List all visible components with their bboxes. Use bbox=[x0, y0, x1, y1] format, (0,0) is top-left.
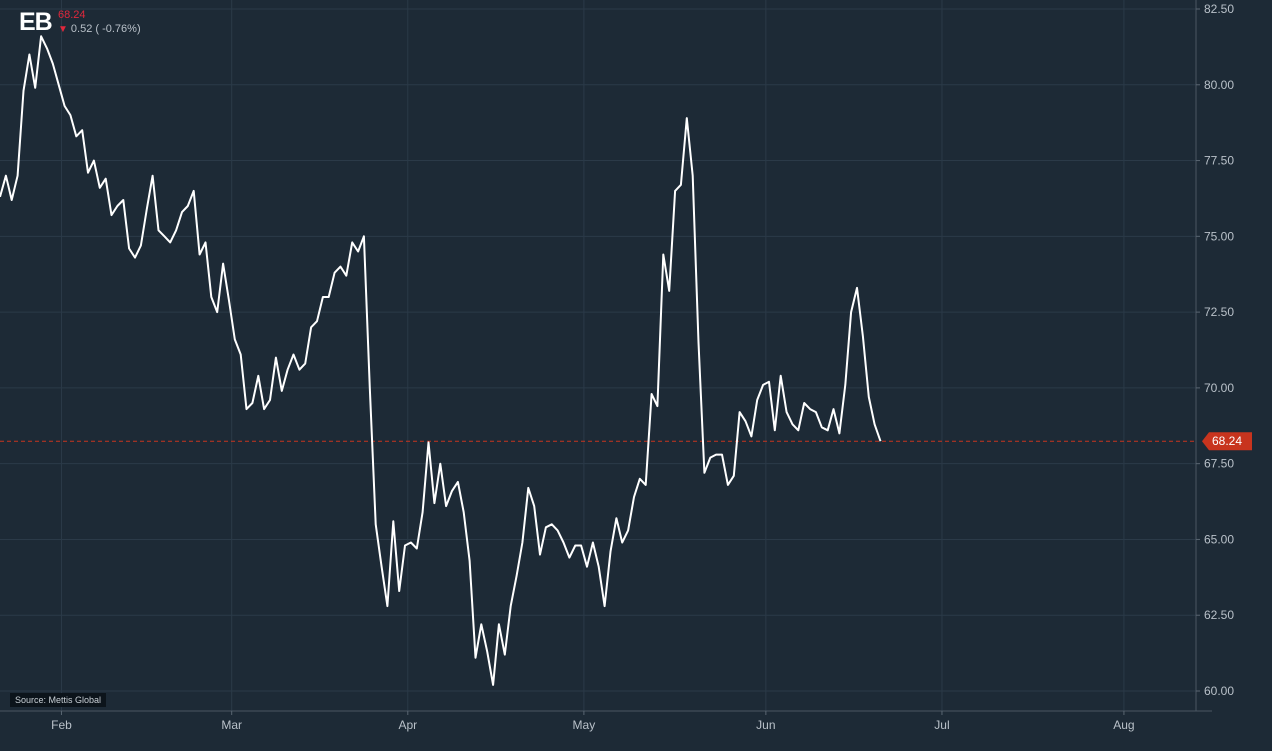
price-change: ▼ 0.52 ( -0.76%) bbox=[58, 23, 141, 35]
y-tick-label: 65.00 bbox=[1204, 532, 1234, 546]
ticker-symbol: EB bbox=[19, 8, 53, 36]
horizontal-gridlines bbox=[0, 8, 1196, 692]
y-tick-label: 62.50 bbox=[1204, 608, 1234, 622]
x-tick-label: Jul bbox=[934, 718, 949, 732]
x-tick-label: Aug bbox=[1113, 718, 1134, 732]
y-tick-label: 82.50 bbox=[1204, 2, 1234, 16]
source-label: Source: Mettis Global bbox=[10, 693, 107, 707]
price-series-line[interactable] bbox=[0, 35, 882, 686]
vertical-gridlines bbox=[60, 0, 1125, 711]
y-tick-label: 80.00 bbox=[1204, 78, 1234, 92]
y-tick-label: 70.00 bbox=[1204, 381, 1234, 395]
x-tick-label: Jun bbox=[756, 718, 775, 732]
x-tick-label: Mar bbox=[221, 718, 242, 732]
y-tick-label: 77.50 bbox=[1204, 154, 1234, 168]
y-tick-label: 75.00 bbox=[1204, 229, 1234, 243]
x-tick-label: Feb bbox=[51, 718, 72, 732]
last-price-label-text: 68.24 bbox=[1212, 434, 1242, 448]
price-change-text: 0.52 ( -0.76%) bbox=[70, 23, 141, 35]
x-tick-label: May bbox=[573, 718, 596, 732]
y-tick-label: 72.50 bbox=[1204, 305, 1234, 319]
y-axis-ticks: 82.50 80.00 77.50 75.00 72.50 70.00 67.50 65.00… bbox=[1196, 2, 1234, 698]
y-tick-label: 67.50 bbox=[1204, 457, 1234, 471]
y-tick-label: 60.00 bbox=[1204, 684, 1234, 698]
last-price-label-bg bbox=[1202, 432, 1252, 451]
down-arrow-icon: ▼ bbox=[58, 23, 68, 35]
x-tick-label: Apr bbox=[398, 718, 417, 732]
last-price-label: 68.24 bbox=[1202, 432, 1252, 451]
current-price: 68.24 bbox=[58, 9, 86, 21]
x-axis-ticks: Feb Mar Apr May Jun Jul Aug bbox=[51, 711, 1135, 732]
